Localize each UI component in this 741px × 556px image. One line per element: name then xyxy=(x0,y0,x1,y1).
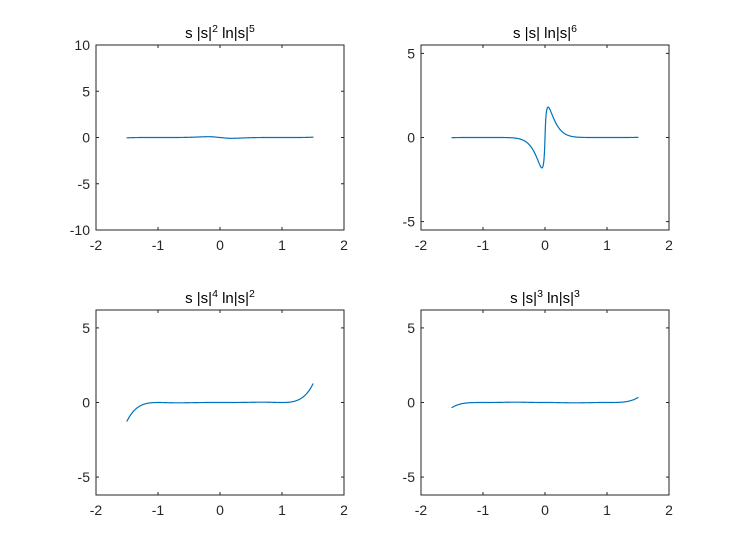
subplot-top-right: -2 -1 0 1 2 -5 0 5 s |s| ln|s|6 xyxy=(403,23,674,253)
x-tick-label: -2 xyxy=(90,237,103,253)
x-tick-label: 1 xyxy=(603,502,611,518)
title-exponent: 6 xyxy=(571,23,577,35)
x-tick-label: -1 xyxy=(477,237,490,253)
y-tick-label: 5 xyxy=(407,45,415,61)
x-tick-label: 2 xyxy=(340,502,348,518)
x-tick-label: 0 xyxy=(216,237,224,253)
title-text: ln|s| xyxy=(218,290,249,307)
subplot-title-bottom-left: s |s|4 ln|s|2 xyxy=(185,288,255,307)
y-tick-label: 5 xyxy=(407,320,415,336)
x-tick-label: -1 xyxy=(152,237,165,253)
title-text: s |s| xyxy=(185,25,212,42)
y-tick-label: 0 xyxy=(407,395,415,411)
series-line-bottom-left xyxy=(126,383,314,422)
title-exponent: 4 xyxy=(212,288,218,300)
x-tick-label: -2 xyxy=(415,502,428,518)
y-tick-label: 0 xyxy=(82,130,90,146)
y-tick-label: 5 xyxy=(82,320,90,336)
x-tick-label: 0 xyxy=(541,502,549,518)
series-line-top-left xyxy=(126,136,314,139)
x-tick-label: 1 xyxy=(603,237,611,253)
x-tick-label: 0 xyxy=(216,502,224,518)
x-tick-label: -1 xyxy=(477,502,490,518)
y-tick-label: 5 xyxy=(82,83,90,99)
x-tick-label: 1 xyxy=(278,502,286,518)
subplot-title-top-right: s |s| ln|s|6 xyxy=(513,23,577,42)
y-tick-label: 0 xyxy=(407,130,415,146)
y-tick-label: 0 xyxy=(82,395,90,411)
y-tick-label: -5 xyxy=(78,176,91,192)
x-tick-label: -2 xyxy=(90,502,103,518)
x-tick-label: 0 xyxy=(541,237,549,253)
y-tick-label: -10 xyxy=(70,222,90,238)
y-tick-label: -5 xyxy=(403,214,416,230)
series-line-bottom-right xyxy=(451,396,639,409)
subplot-title-bottom-right: s |s|3 ln|s|3 xyxy=(510,288,580,307)
title-text: s |s| xyxy=(185,290,212,307)
title-exponent: 3 xyxy=(574,288,580,300)
title-exponent: 2 xyxy=(249,288,255,300)
x-tick-label: -2 xyxy=(415,237,428,253)
subplot-title-top-left: s |s|2 ln|s|5 xyxy=(185,23,255,42)
y-tick-label: -5 xyxy=(403,469,416,485)
x-tick-label: -1 xyxy=(152,502,165,518)
y-tick-label: 10 xyxy=(74,37,90,53)
title-text: s |s| xyxy=(510,290,537,307)
title-exponent: 2 xyxy=(212,23,218,35)
x-tick-label: 1 xyxy=(278,237,286,253)
title-exponent: 5 xyxy=(249,23,255,35)
title-text: s |s| ln|s| xyxy=(513,25,571,42)
title-text: ln|s| xyxy=(218,25,249,42)
title-text: ln|s| xyxy=(543,290,574,307)
x-tick-label: 2 xyxy=(665,237,673,253)
title-exponent: 3 xyxy=(537,288,543,300)
x-tick-label: 2 xyxy=(340,237,348,253)
y-tick-label: -5 xyxy=(78,469,91,485)
x-tick-label: 2 xyxy=(665,502,673,518)
series-line-top-right xyxy=(451,106,639,169)
